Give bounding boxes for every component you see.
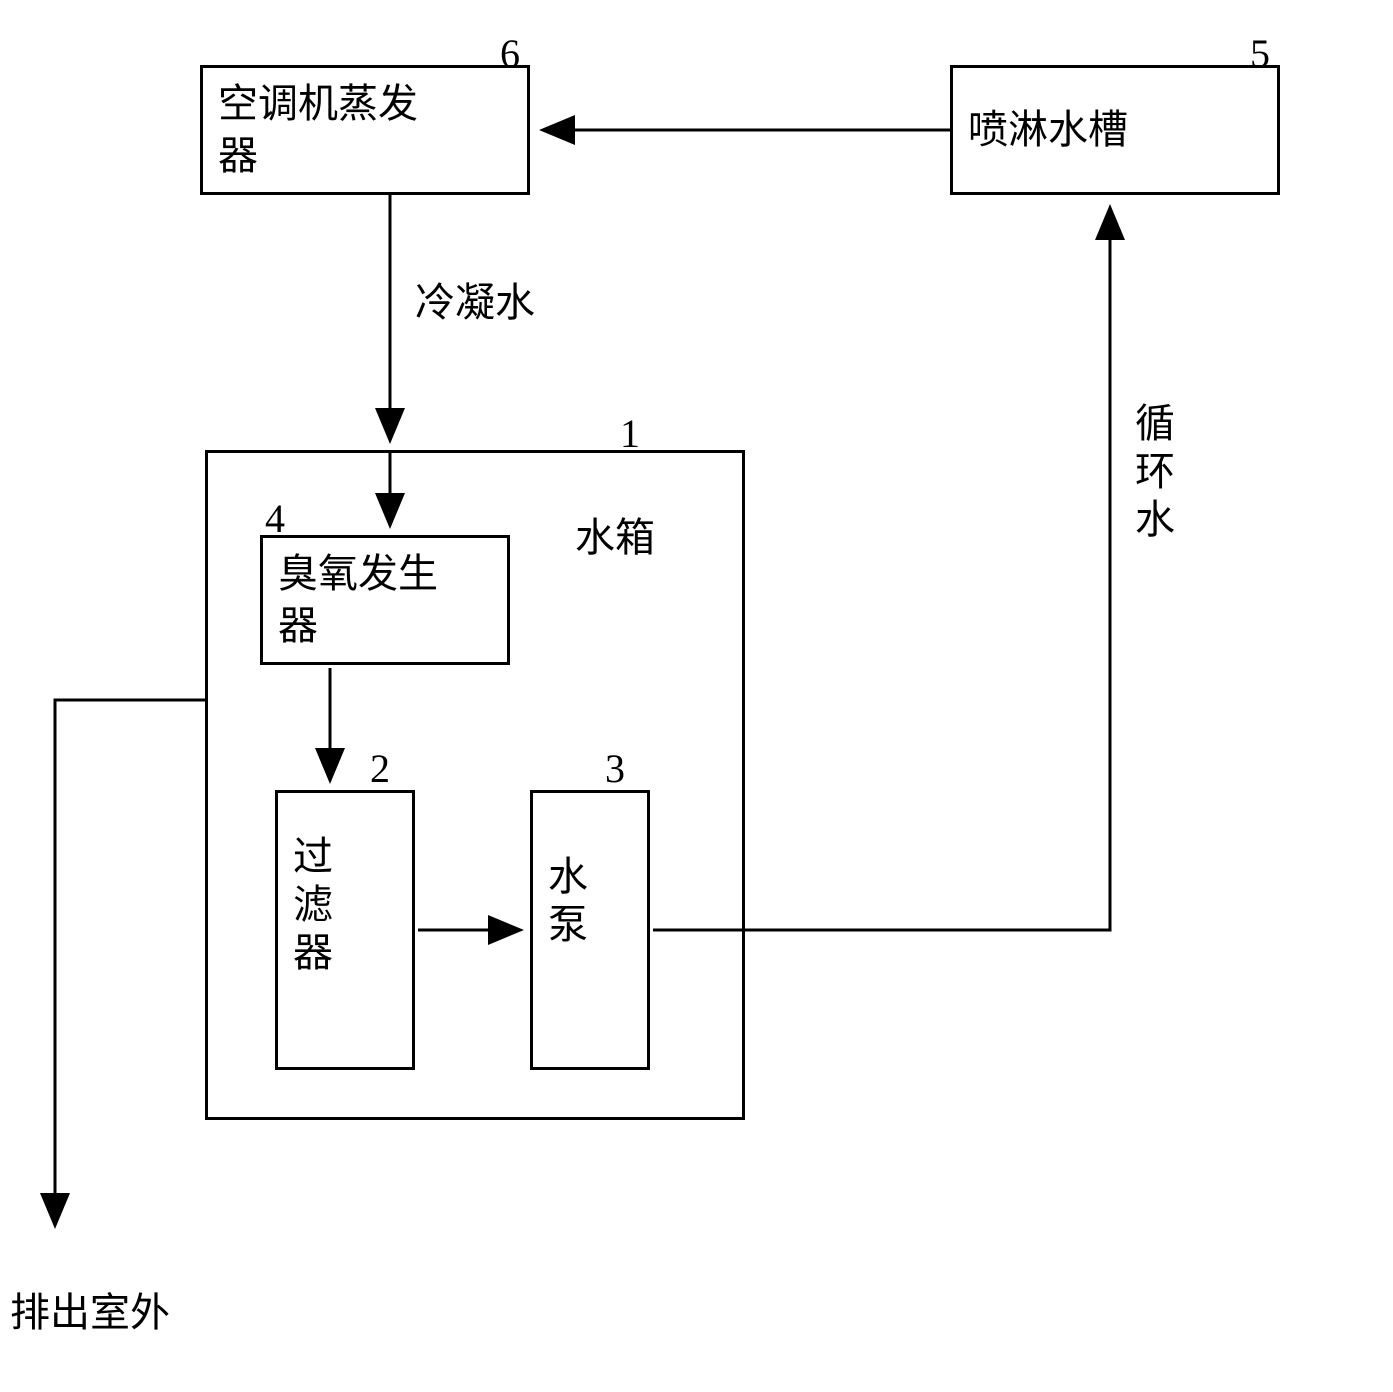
filter-char-1: 过 bbox=[293, 833, 333, 881]
spray-tank-box: 喷淋水槽 bbox=[950, 65, 1280, 195]
evaporator-id: 6 bbox=[500, 30, 520, 77]
pump-box: 水 泵 bbox=[530, 790, 650, 1070]
discharge-label: 排出室外 bbox=[10, 1280, 170, 1338]
water-tank-label: 水箱 bbox=[575, 505, 655, 563]
ozone-generator-text: 臭氧发生器 bbox=[278, 551, 438, 648]
circ-char-2: 环 bbox=[1135, 448, 1175, 496]
evaporator-box: 空调机蒸发器 bbox=[200, 65, 530, 195]
circ-char-3: 水 bbox=[1135, 496, 1175, 544]
spray-tank-id: 5 bbox=[1250, 30, 1270, 77]
pump-id: 3 bbox=[605, 745, 625, 792]
pump-char-1: 水 bbox=[548, 853, 588, 901]
filter-char-3: 器 bbox=[293, 929, 333, 977]
ozone-generator-box: 臭氧发生器 bbox=[260, 535, 510, 665]
filter-label: 过 滤 器 bbox=[293, 833, 333, 977]
filter-char-2: 滤 bbox=[293, 881, 333, 929]
filter-box: 过 滤 器 bbox=[275, 790, 415, 1070]
ozone-generator-id: 4 bbox=[265, 495, 285, 542]
evaporator-text: 空调机蒸发器 bbox=[218, 81, 418, 178]
pump-label: 水 泵 bbox=[548, 853, 588, 949]
circulating-label: 循 环 水 bbox=[1135, 400, 1175, 544]
evaporator-label: 空调机蒸发器 bbox=[218, 78, 418, 182]
spray-tank-text: 喷淋水槽 bbox=[968, 107, 1128, 152]
condensate-label: 冷凝水 bbox=[415, 270, 535, 328]
circ-char-1: 循 bbox=[1135, 400, 1175, 448]
filter-id: 2 bbox=[370, 745, 390, 792]
water-tank-id: 1 bbox=[620, 410, 640, 457]
edge-discharge bbox=[55, 700, 205, 1223]
spray-tank-label: 喷淋水槽 bbox=[968, 104, 1128, 156]
ozone-generator-label: 臭氧发生器 bbox=[278, 548, 438, 652]
pump-char-2: 泵 bbox=[548, 901, 588, 949]
